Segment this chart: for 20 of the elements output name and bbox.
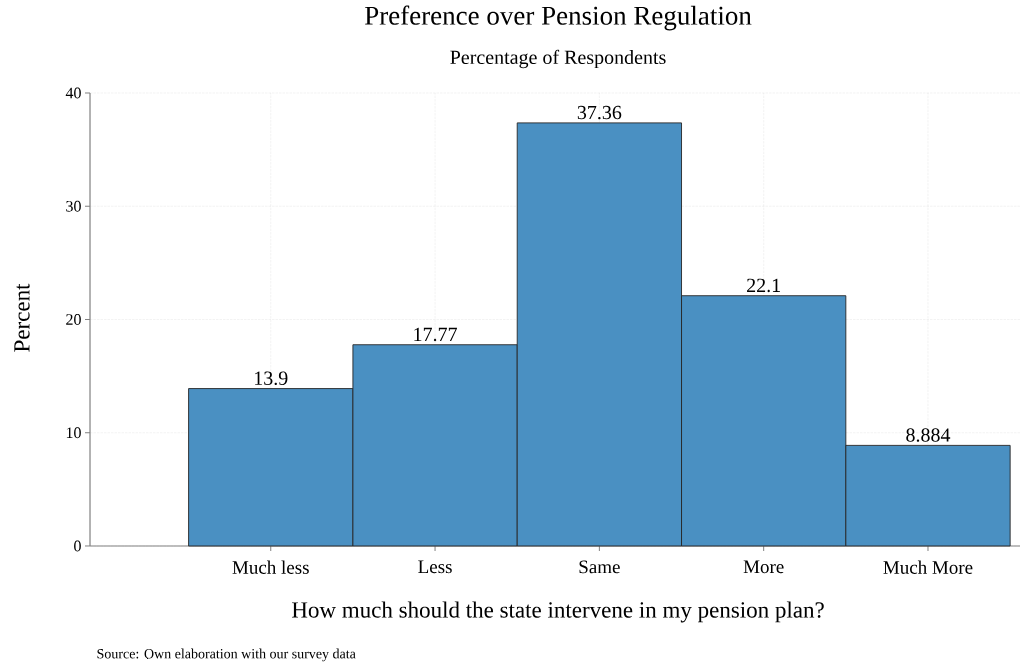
x-tick-label: More [743, 560, 784, 574]
data-label: 37.36 [577, 105, 622, 120]
data-label: 17.77 [414, 327, 457, 342]
chart-subtitle: Percentage of Respondents [450, 49, 666, 69]
x-tick-label: Less [418, 560, 452, 574]
y-tick-label: 10 [66, 427, 81, 439]
source-note: Source: Own elaboration with our survey data [97, 648, 356, 662]
x-tick-label: Much less [232, 560, 309, 574]
x-axis-title: How much should the state intervene in my pension plan? [291, 601, 824, 623]
x-tick-label: Much More [883, 560, 973, 574]
y-axis-title: Percent [14, 283, 30, 352]
chart-title: Preference over Pension Regulation [364, 5, 752, 31]
data-label: 8.884 [906, 428, 951, 442]
y-tick-label: 40 [65, 87, 81, 99]
data-label: 13.9 [255, 371, 288, 386]
data-label: 22.1 [747, 278, 780, 293]
x-tick-label: Same [579, 560, 620, 574]
y-tick-label: 0 [74, 540, 81, 552]
y-tick-label: 20 [66, 314, 81, 325]
y-tick-label: 30 [66, 200, 81, 212]
